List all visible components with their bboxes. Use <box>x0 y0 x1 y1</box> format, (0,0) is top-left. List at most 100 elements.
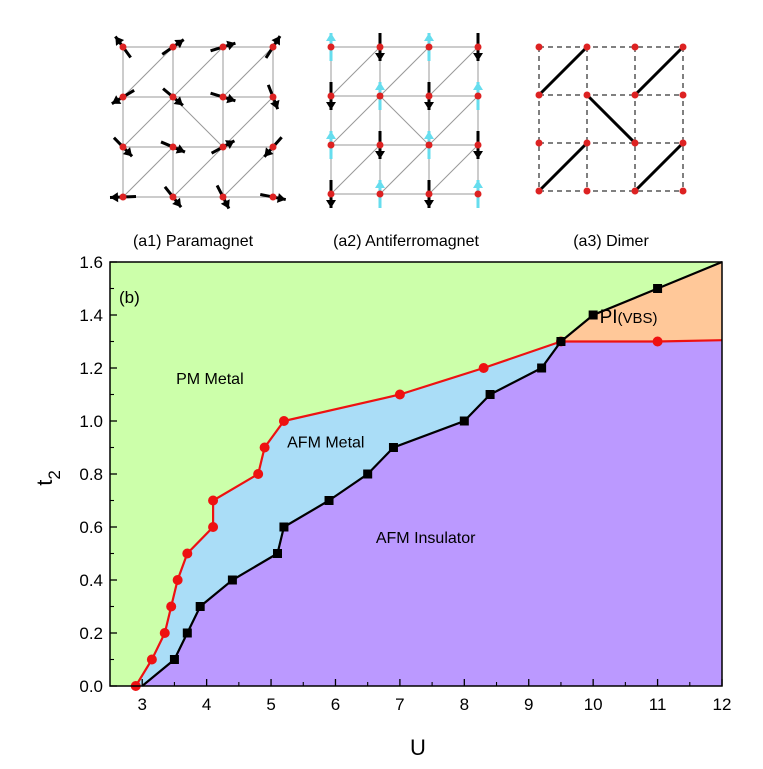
spin-arrow-head <box>375 151 385 159</box>
lattice-bond <box>379 95 430 146</box>
lattice-site <box>169 143 177 151</box>
region-label-2: AFM Insulator <box>376 530 476 547</box>
lattice-site <box>474 43 482 51</box>
caption-a2: (a2) Antiferromagnet <box>333 233 479 250</box>
lattice-bond <box>222 96 274 148</box>
spin-arrow-head <box>122 147 133 157</box>
data-point-square <box>182 628 192 638</box>
dimer-bond <box>585 93 637 145</box>
x-tick-label: 3 <box>137 695 146 714</box>
region-afm-insulator <box>142 340 722 686</box>
lattice-site <box>269 193 277 201</box>
spin-arrow-head <box>115 36 125 46</box>
data-point-circle <box>172 575 183 585</box>
data-point-circle <box>159 628 170 638</box>
lattice-site <box>327 190 335 198</box>
phase-diagram-plot: 3 4 5 6 7 8 9 10 11 12 0.0 0.2 0.4 0.6 0.8 1.0 1.2 1.4 1.6… <box>32 253 731 760</box>
x-tick-label: 9 <box>524 695 533 714</box>
spin-arrow-head <box>375 82 385 90</box>
spin-arrow-head <box>473 180 483 188</box>
spin-arrow-head <box>174 39 184 49</box>
lattice-site <box>219 143 227 151</box>
region-label-3: PI(VBS) <box>600 307 658 328</box>
inset-paramagnet <box>109 35 287 210</box>
spin-arrow-head <box>270 99 280 110</box>
lattice-bond <box>222 46 274 98</box>
lattice-bond <box>428 95 479 146</box>
lattice-site <box>119 93 127 101</box>
region-label-0: PM Metal <box>176 371 244 388</box>
lattice-bond <box>428 46 479 97</box>
y-tick-label: 0.6 <box>79 518 103 537</box>
spin-arrow-head <box>226 40 236 51</box>
lattice-site <box>679 187 687 195</box>
data-point-circle <box>259 442 270 453</box>
spin-arrow-head <box>326 200 336 208</box>
lattice-bond <box>122 146 174 198</box>
spin-arrow-head <box>375 53 385 61</box>
spin-arrow-head <box>220 199 230 209</box>
spin-arrow-head <box>173 96 183 106</box>
data-point-circle <box>208 522 219 532</box>
lattice-site <box>269 93 277 101</box>
lattice-site <box>583 187 591 195</box>
panel-label: (b) <box>119 288 140 307</box>
x-tick-label: 4 <box>202 695 211 714</box>
region-labels: PM Metal AFM Metal AFM Insulator PI(VBS) <box>176 307 658 547</box>
spin-arrow-head <box>326 33 336 41</box>
lattice-site <box>583 139 591 147</box>
lattice-bond <box>172 146 224 198</box>
lattice-site <box>535 139 543 147</box>
data-point-square <box>537 363 547 373</box>
inset-antiferromagnet <box>326 33 483 208</box>
lattice-site <box>269 43 277 51</box>
lattice-bond <box>379 144 430 195</box>
lattice-site <box>327 92 335 100</box>
y-tick-label: 0.8 <box>79 465 103 484</box>
spin-arrow-head <box>473 53 483 61</box>
lattice-bond <box>379 46 430 97</box>
spin-arrow-head <box>111 95 122 104</box>
y-axis-title: t2 <box>32 470 64 486</box>
data-point-circle <box>146 654 157 665</box>
lattice-site <box>119 43 127 51</box>
dimer-bond <box>537 45 589 97</box>
x-axis-title: U <box>410 735 426 760</box>
spin-arrow-head <box>424 33 434 41</box>
lattice-site <box>679 91 687 99</box>
lattice-site <box>119 143 127 151</box>
data-point-circle <box>478 363 489 373</box>
lattice-site <box>425 190 433 198</box>
lattice-site <box>169 93 177 101</box>
data-point-circle <box>166 601 177 612</box>
spin-arrow-head <box>326 131 336 139</box>
lattice-bond <box>330 95 381 146</box>
lattice-site <box>535 91 543 99</box>
lattice-site <box>327 43 335 51</box>
lattice-bond <box>330 46 381 97</box>
lattice-site <box>535 187 543 195</box>
lattice-bond <box>330 144 381 195</box>
phase-regions <box>110 262 722 686</box>
spin-arrow-head <box>226 93 236 104</box>
spin-arrow-head <box>326 102 336 110</box>
x-tick-label: 6 <box>331 695 340 714</box>
lattice-site <box>425 43 433 51</box>
data-point-square <box>195 602 205 611</box>
dimer-bond <box>633 45 685 97</box>
x-tick-label: 7 <box>395 695 404 714</box>
lattice-site <box>535 43 543 51</box>
spin-arrow-head <box>473 151 483 159</box>
lattice-site <box>376 92 384 100</box>
region-pi-vbs <box>560 262 722 342</box>
spin-arrow-head <box>424 131 434 139</box>
spin-arrow-head <box>375 180 385 188</box>
lattice-bond <box>122 46 174 98</box>
data-point-square <box>279 522 289 532</box>
data-point-circle <box>182 548 193 559</box>
y-tick-label: 0.0 <box>79 677 103 696</box>
lattice-site <box>631 43 639 51</box>
region-label-1: AFM Metal <box>287 435 364 452</box>
caption-a1: (a1) Paramagnet <box>133 233 254 250</box>
